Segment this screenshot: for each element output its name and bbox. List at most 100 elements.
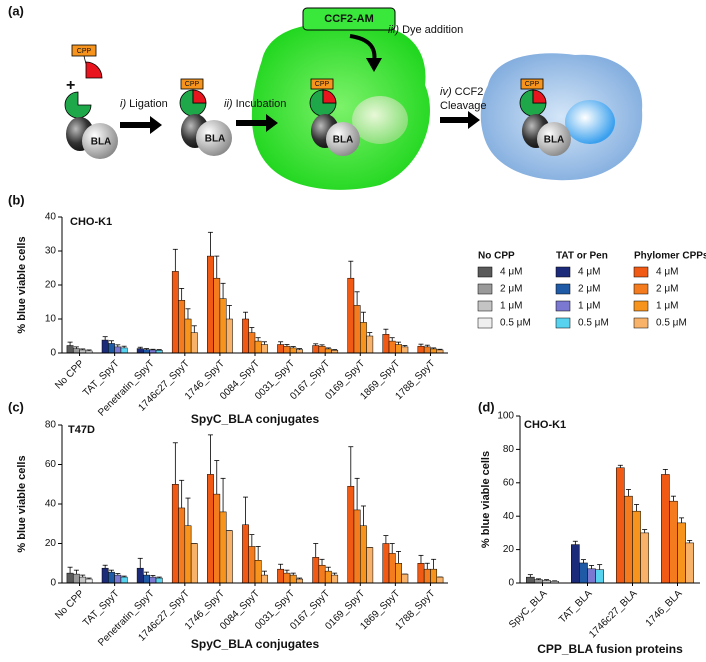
bar: [632, 510, 641, 584]
step-label: iv) CCF2: [440, 86, 483, 98]
y-axis-label: % blue viable cells: [16, 236, 28, 333]
bar: [108, 343, 115, 354]
step-number: iii): [388, 24, 399, 36]
bar: [66, 345, 74, 354]
step-number: ii): [224, 98, 233, 110]
bar: [219, 298, 227, 354]
legend-swatch: [555, 283, 571, 295]
bar: [401, 346, 409, 354]
y-tick-label: 20: [45, 538, 57, 549]
legend-swatch: [633, 266, 649, 278]
x-tick-label: 1746c27_BLA: [587, 588, 639, 640]
legend-label: 0.5 μM: [578, 318, 609, 329]
cpp-label: CPP: [525, 81, 540, 88]
legend-label: 1 μM: [578, 301, 600, 312]
y-axis-label: % blue viable cells: [480, 451, 492, 548]
y-tick-label: 60: [503, 477, 515, 488]
y-tick-label: 80: [503, 444, 515, 455]
legend-label: 4 μM: [500, 267, 522, 278]
bar: [685, 542, 694, 584]
cpp-label: CPP: [185, 81, 200, 88]
bla-label: BLA: [91, 137, 112, 148]
dye-label: CCF2-AM: [324, 13, 374, 25]
step-text: Ligation: [129, 98, 168, 110]
bar: [360, 525, 367, 584]
bar: [149, 576, 157, 584]
y-tick-label: 40: [45, 499, 57, 510]
x-axis-label: CPP_BLA fusion proteins: [537, 642, 683, 656]
bar: [178, 507, 186, 584]
bar: [395, 344, 402, 354]
bar: [353, 509, 361, 584]
cpp-box: [180, 78, 204, 90]
bar: [312, 345, 320, 354]
bar: [261, 574, 268, 584]
bar: [72, 573, 80, 584]
bar: [595, 569, 604, 584]
chart-title: CHO-K1: [524, 419, 566, 431]
legend-label: 2 μM: [500, 284, 522, 295]
legend-label: 2 μM: [656, 284, 678, 295]
bar: [178, 300, 186, 354]
bar: [213, 493, 221, 584]
bar: [395, 563, 402, 584]
bar: [624, 495, 633, 584]
legend-swatch: [633, 283, 649, 295]
bar: [430, 348, 438, 354]
y-tick-label: 60: [45, 459, 57, 470]
bar: [360, 322, 367, 354]
legend-swatch: [477, 317, 493, 329]
bar: [242, 524, 249, 584]
bar: [136, 567, 144, 584]
arrow: [236, 114, 278, 132]
panel-label: (a): [8, 3, 24, 18]
x-tick-label: TAT_BLA: [557, 588, 595, 626]
bar: [417, 563, 425, 584]
x-tick-label: No CPP: [53, 588, 87, 622]
nucleus: [565, 100, 615, 144]
cpp-box: [310, 78, 334, 90]
x-tick-label: 1746_BLA: [644, 588, 685, 629]
step-text: Cleavage: [440, 100, 486, 112]
bar: [436, 576, 444, 584]
bar: [155, 577, 163, 584]
bla-label: BLA: [205, 134, 226, 145]
legend-swatch: [555, 300, 571, 312]
x-axis-label: SpyC_BLA conjugates: [191, 637, 320, 651]
bar: [207, 474, 214, 584]
y-tick-label: 30: [45, 246, 57, 257]
bar: [417, 345, 425, 354]
spyt-tag: [85, 61, 103, 79]
bar: [225, 530, 233, 584]
bar: [347, 277, 355, 354]
bar: [190, 543, 198, 584]
nucleus: [352, 96, 408, 144]
bar: [324, 570, 332, 584]
bar: [283, 572, 291, 584]
cpp-label: CPP: [315, 81, 330, 88]
panel-label: (c): [8, 399, 24, 414]
arrow: [120, 116, 162, 134]
legend-swatch: [477, 283, 493, 295]
bar: [423, 568, 431, 584]
bar: [101, 567, 109, 584]
bar: [640, 532, 649, 584]
y-tick-label: 20: [45, 280, 57, 291]
legend-swatch: [477, 266, 493, 278]
legend-label: 4 μM: [578, 267, 600, 278]
bar: [331, 574, 339, 584]
bar: [190, 332, 198, 354]
legend-label: 0.5 μM: [656, 318, 687, 329]
bar: [366, 335, 374, 354]
bar: [143, 349, 150, 354]
bar: [248, 546, 256, 584]
bar: [289, 574, 297, 584]
bar: [261, 344, 268, 354]
bar: [213, 277, 221, 354]
step-number: iv): [440, 86, 452, 98]
plus: +: [66, 77, 75, 94]
y-tick-label: 40: [503, 511, 515, 522]
bar: [219, 511, 227, 584]
bar: [296, 349, 303, 354]
bar: [347, 485, 355, 584]
